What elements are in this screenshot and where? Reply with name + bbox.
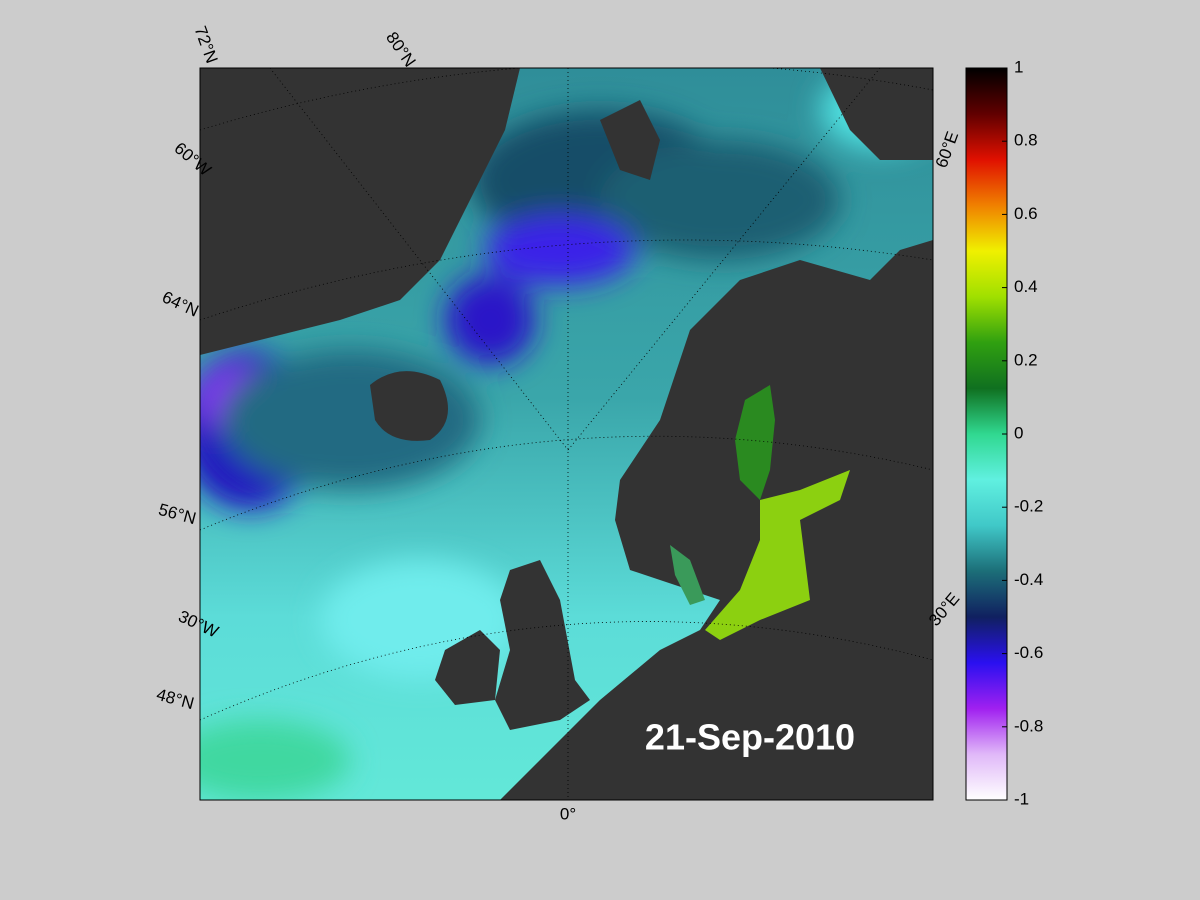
colorbar-tick-label: 0.4 bbox=[1014, 277, 1038, 296]
colorbar-ticks: -1 -0.8 -0.6 -0.4 -0.2 0 0.2 0.4 0.6 0.8 1 bbox=[1002, 57, 1043, 808]
graticule-label: 56°N bbox=[156, 500, 198, 528]
colorbar-tick-label: 1 bbox=[1014, 57, 1023, 76]
baltic bbox=[670, 385, 850, 640]
map-frame bbox=[199, 67, 934, 801]
colorbar-tick-label: -1 bbox=[1014, 789, 1029, 808]
graticule-label: 0° bbox=[560, 804, 576, 823]
graticule-label: 80°N bbox=[382, 28, 419, 70]
graticule-label: 48°N bbox=[154, 685, 196, 713]
colorbar-tick-label: -0.2 bbox=[1014, 497, 1043, 516]
colorbar-tick-label: 0.2 bbox=[1014, 350, 1038, 369]
date-label: 21-Sep-2010 bbox=[645, 717, 855, 758]
colorbar-tick-label: -0.6 bbox=[1014, 643, 1043, 662]
colorbar-tick-label: 0.6 bbox=[1014, 204, 1038, 223]
colorbar bbox=[965, 67, 1008, 801]
graticule-label: 60°E bbox=[932, 129, 963, 170]
colorbar-tick-label: 0.8 bbox=[1014, 131, 1038, 150]
colorbar-tick-label: -0.4 bbox=[1014, 570, 1043, 589]
map-area bbox=[200, 68, 933, 800]
graticule-label: 64°N bbox=[159, 287, 201, 320]
graticule-label: 72°N bbox=[191, 24, 222, 66]
land bbox=[200, 68, 933, 800]
colorbar-tick-label: 0 bbox=[1014, 423, 1023, 442]
colorbar-tick-label: -0.8 bbox=[1014, 716, 1043, 735]
graticule bbox=[200, 68, 933, 800]
